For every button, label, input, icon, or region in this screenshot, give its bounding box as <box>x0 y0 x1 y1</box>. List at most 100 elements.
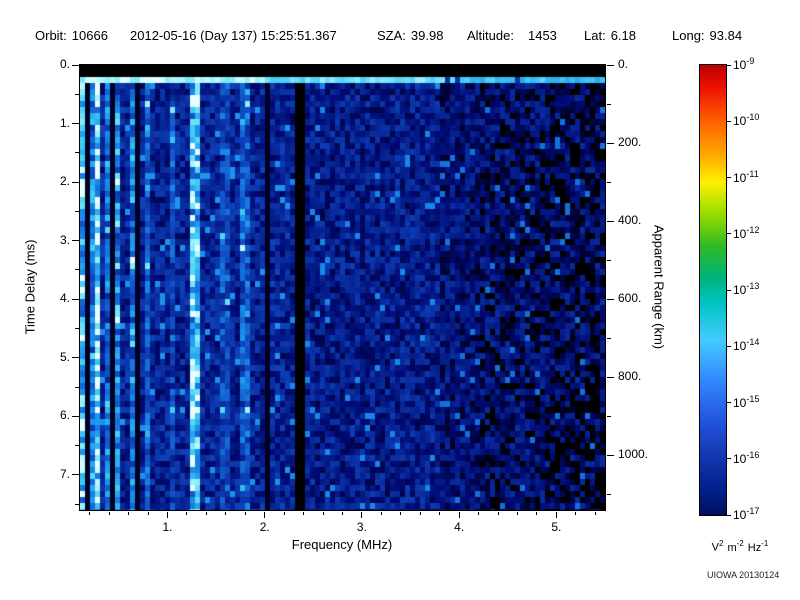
colorbar-tick-label: 10-15 <box>733 393 760 410</box>
y-axis-tick-left <box>72 64 79 66</box>
altitude-value: 1453 <box>527 28 557 43</box>
y-axis-minor-tick-right <box>607 181 611 183</box>
colorbar-tick <box>727 233 731 235</box>
header-lat: Lat: 6.18 <box>584 28 636 43</box>
y-axis-tick-left <box>72 415 79 417</box>
units-hz: Hz <box>747 541 762 554</box>
header-long: Long: 93.84 <box>672 28 742 43</box>
y-axis-minor-tick-left <box>75 445 79 447</box>
datetime-value: 2012-05-16 (Day 137) 15:25:51.367 <box>130 28 337 43</box>
colorbar-tick-label: 10-13 <box>733 281 760 297</box>
units-v-exp: 2 <box>719 539 724 548</box>
units-m-exp: -2 <box>736 539 744 548</box>
y-axis-tick-label-left: 6. <box>59 408 70 423</box>
x-axis-minor-tick <box>225 512 227 515</box>
credit-text: UIOWA 20130124 <box>707 570 780 580</box>
units-v: V <box>711 541 719 554</box>
header-altitude: Altitude: 1453 <box>467 28 557 43</box>
y-axis-tick-label-left: 4. <box>59 291 70 306</box>
y-axis-title-right: Apparent Range (km) <box>651 224 667 350</box>
colorbar-tick-label: 10-9 <box>733 56 755 72</box>
y-axis-tick-right <box>607 64 614 66</box>
y-axis-tick-right <box>607 220 614 222</box>
header-orbit: Orbit: 10666 <box>35 28 108 43</box>
colorbar-tick-label: 10-11 <box>733 168 759 185</box>
x-axis-tick <box>361 512 363 518</box>
x-axis-minor-tick <box>342 512 343 515</box>
x-axis-minor-tick <box>322 512 324 515</box>
x-axis-minor-tick <box>89 512 91 515</box>
y-axis-minor-tick-left <box>75 503 79 505</box>
y-axis-minor-tick-left <box>75 93 79 95</box>
x-axis-minor-tick <box>303 512 305 515</box>
x-axis-tick-label: 2. <box>259 520 270 534</box>
x-axis-tick-label: 3. <box>356 520 367 534</box>
colorbar-tick <box>727 514 731 516</box>
y-axis-minor-tick-left <box>75 269 79 271</box>
y-axis-minor-tick-right <box>607 259 611 261</box>
spectrogram-canvas <box>80 65 605 510</box>
colorbar-tick-label: 10-17 <box>733 506 760 522</box>
y-axis-tick-left <box>72 123 79 125</box>
y-axis-tick-label-left: 2. <box>59 174 70 189</box>
lat-value: 6.18 <box>610 28 636 43</box>
y-axis-tick-label-left: 1. <box>59 115 70 130</box>
orbit-value: 10666 <box>71 28 108 43</box>
y-axis-tick-left <box>72 357 79 359</box>
x-axis-minor-tick <box>517 512 518 515</box>
plot-frame <box>79 64 606 511</box>
y-axis-tick-label-left: 3. <box>59 232 70 247</box>
y-axis-tick-label-right: 400. <box>618 213 642 228</box>
x-axis-minor-tick <box>108 512 110 515</box>
x-axis-tick-label: 1. <box>162 520 173 534</box>
y-axis-tick-label-left: 0. <box>59 57 70 71</box>
colorbar-tick <box>727 120 731 122</box>
y-axis-tick-right <box>607 142 614 144</box>
units-hz-exp: -1 <box>761 539 769 548</box>
y-axis-minor-tick-left <box>75 152 79 154</box>
colorbar-tick <box>727 289 731 291</box>
colorbar <box>699 64 727 516</box>
y-axis-minor-tick-right <box>607 337 611 339</box>
y-axis-minor-tick-right <box>607 415 611 417</box>
x-axis-minor-tick <box>400 512 402 515</box>
y-axis-tick-left <box>72 298 79 300</box>
x-axis-minor-tick <box>205 512 207 515</box>
long-value: 93.84 <box>709 28 743 43</box>
x-axis-title: Frequency (MHz) <box>291 537 393 552</box>
long-label: Long: <box>672 28 705 43</box>
colorbar-tick-label: 10-14 <box>733 337 760 354</box>
y-axis-minor-tick-right <box>607 103 611 105</box>
x-axis-tick-label: 5. <box>551 520 562 534</box>
x-axis-minor-tick <box>439 512 441 515</box>
y-axis-minor-tick-left <box>75 327 79 329</box>
x-axis-minor-tick <box>594 512 596 515</box>
x-axis-tick <box>458 512 460 518</box>
colorbar-tick-label: 10-12 <box>733 224 760 241</box>
x-axis-minor-tick <box>536 512 538 515</box>
header-sza: SZA: 39.98 <box>377 28 443 43</box>
sza-label: SZA: <box>377 28 406 43</box>
altitude-label: Altitude: <box>467 28 514 43</box>
x-axis-minor-tick <box>497 512 499 515</box>
y-axis-tick-left <box>72 474 79 476</box>
y-axis-title-left: Time Delay (ms) <box>22 239 38 335</box>
x-axis-minor-tick <box>128 512 130 515</box>
colorbar-tick <box>727 458 731 460</box>
colorbar-units: V2 m-2 Hz-1 <box>698 539 782 554</box>
x-axis-minor-tick <box>575 512 577 515</box>
x-axis-tick <box>167 512 168 518</box>
y-axis-tick-label-right: 200. <box>618 135 642 150</box>
y-axis-tick-right <box>607 376 614 378</box>
x-axis-tick-label: 4. <box>454 520 465 534</box>
lat-label: Lat: <box>584 28 606 43</box>
colorbar-tick <box>727 345 731 347</box>
y-axis-tick-label-right: 1000. <box>618 447 649 462</box>
orbit-label: Orbit: <box>35 28 67 43</box>
x-axis-minor-tick <box>419 512 421 515</box>
x-axis-minor-tick <box>478 512 480 515</box>
x-axis-minor-tick <box>147 512 149 515</box>
y-axis-tick-left <box>72 240 79 242</box>
y-axis-tick-label-left: 5. <box>59 349 70 364</box>
